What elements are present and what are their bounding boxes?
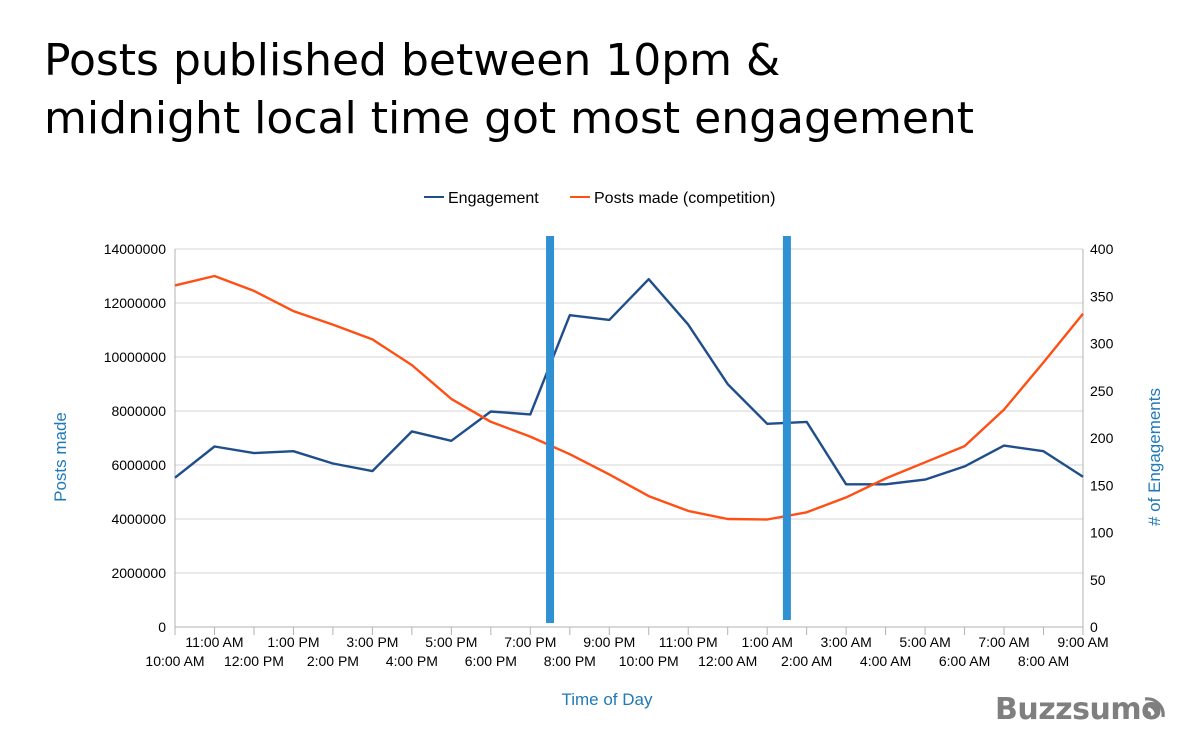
y2-tick-label: 300 (1090, 336, 1114, 352)
slide-title-line-2: midnight local time got most engagement (44, 93, 975, 144)
slide-title: Posts published between 10pm & midnight … (44, 32, 974, 148)
x-tick-label: 1:00 PM (267, 634, 319, 650)
x-tick-label: 12:00 AM (698, 653, 757, 669)
x-tick-label: 3:00 AM (820, 634, 871, 650)
x-tick-label: 5:00 AM (899, 634, 950, 650)
x-tick-label: 11:00 PM (659, 634, 718, 650)
y-tick-label: 2000000 (111, 565, 166, 581)
y-axis-title: Posts made (51, 412, 70, 502)
x-tick-label: 12:00 PM (224, 653, 284, 669)
x-tick-label: 6:00 AM (939, 653, 990, 669)
y2-tick-label: 350 (1090, 288, 1114, 304)
legend-label-engagement: Engagement (448, 190, 539, 207)
x-tick-label: 4:00 PM (386, 653, 438, 669)
chart-legend: Engagement Posts made (competition) (424, 190, 775, 207)
y2-tick-label: 400 (1090, 241, 1114, 257)
y-tick-label: 0 (158, 619, 166, 635)
x-tick-label: 1:00 AM (741, 634, 792, 650)
x-tick-label: 8:00 PM (544, 653, 596, 669)
time-window-start-marker (546, 236, 555, 623)
x-tick-label: 8:00 AM (1018, 653, 1069, 669)
y2-tick-label: 200 (1090, 430, 1114, 446)
y2-tick-label: 250 (1090, 383, 1114, 399)
series-lines (174, 274, 1084, 521)
x-tick-label: 10:00 PM (619, 653, 679, 669)
y2-tick-label: 150 (1090, 477, 1114, 493)
x-tick-label: 9:00 AM (1057, 634, 1108, 650)
x-tick-label: 7:00 PM (504, 634, 556, 650)
x-axis-title: Time of Day (561, 690, 653, 709)
x-tick-label: 10:00 AM (145, 653, 204, 669)
y2-axis-title: # of Engagements (1145, 388, 1164, 526)
y2-tick-label: 50 (1090, 572, 1106, 588)
time-window-end-marker (782, 236, 791, 620)
x-tick-label: 5:00 PM (425, 634, 477, 650)
series-line-engagement (174, 278, 1084, 486)
x-tick-label: 6:00 PM (465, 653, 517, 669)
axis-labels: Time of Day Posts made # of Engagements (51, 388, 1164, 709)
time-window-markers (546, 236, 791, 623)
y2-tick-label: 100 (1090, 525, 1114, 541)
x-tick-label: 9:00 PM (583, 634, 635, 650)
x-tick-label: 2:00 PM (307, 653, 359, 669)
axes: 0 2000000 4000000 6000000 8000000 10000000 120… (104, 241, 1114, 669)
x-tick-label: 3:00 PM (346, 634, 398, 650)
y2-tick-label: 0 (1090, 619, 1098, 635)
signal-waves-icon (1144, 697, 1165, 718)
y-tick-label: 8000000 (111, 403, 166, 419)
x-tick-label: 11:00 AM (185, 634, 243, 650)
x-tick-label: 2:00 AM (781, 653, 832, 669)
slide-title-line-1: Posts published between 10pm & (44, 35, 781, 86)
y-tick-label: 10000000 (104, 349, 167, 365)
x-tick-label: 4:00 AM (860, 653, 911, 669)
buzzsumo-logo: Buzzsumo (995, 692, 1162, 727)
y-tick-label: 14000000 (104, 241, 167, 257)
x-tick-label: 7:00 AM (978, 634, 1029, 650)
grid-lines (175, 248, 1083, 574)
y-tick-label: 4000000 (111, 511, 166, 527)
y-tick-label: 12000000 (104, 295, 167, 311)
series-line-posts-made (174, 274, 1084, 521)
legend-label-posts-made: Posts made (competition) (594, 190, 775, 207)
y-tick-label: 6000000 (111, 457, 166, 473)
